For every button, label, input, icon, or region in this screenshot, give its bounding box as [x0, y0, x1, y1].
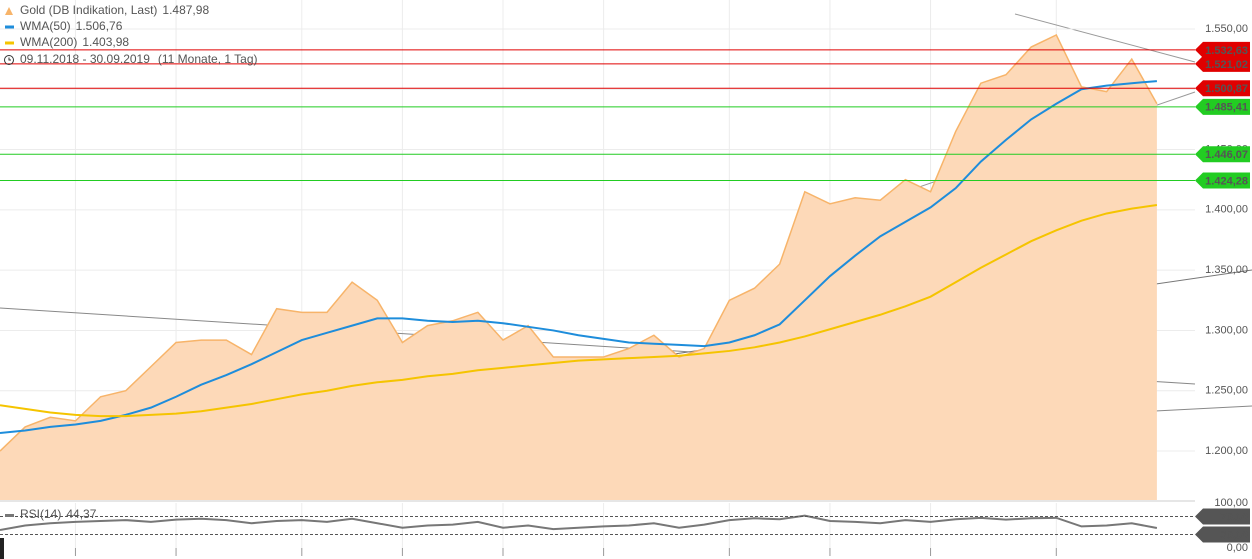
- level-label-box: [1195, 55, 1250, 72]
- legend-entry: RSI(14) 44,37: [20, 507, 97, 521]
- legend-value: 1.487,98: [162, 3, 209, 17]
- level-label-box: [1195, 98, 1250, 115]
- y-tick-label: 1.300,00: [1205, 324, 1248, 336]
- y-tick-label: 1.550,00: [1205, 23, 1248, 35]
- legend-name: WMA(50): [20, 19, 71, 33]
- y-tick-label: 1.250,00: [1205, 385, 1248, 397]
- period-note: (11 Monate, 1 Tag): [158, 52, 258, 66]
- level-label-box: [1195, 526, 1250, 543]
- trend-line: [1014, 13, 1196, 63]
- level-label: 1.446,07: [1205, 149, 1248, 161]
- legend-icon: [5, 41, 14, 45]
- legend-value: 44,37: [66, 507, 96, 521]
- series-line: [0, 204, 1158, 418]
- series-line: [0, 80, 1157, 434]
- y-tick-label: 1.350,00: [1205, 264, 1248, 276]
- level-label-box: [1195, 508, 1250, 525]
- level-label-box: [1195, 80, 1250, 97]
- price-area: [0, 34, 1157, 500]
- legend-icon: [5, 25, 14, 29]
- legend-name: RSI(14): [20, 507, 61, 521]
- period-range: 09.11.2018 - 30.09.2019: [20, 52, 150, 66]
- legend-name: WMA(200): [20, 35, 77, 49]
- legend-name: Gold (DB Indikation, Last): [20, 3, 157, 17]
- level-label: 30,00: [1220, 529, 1248, 541]
- y-tick-label: 1.200,00: [1205, 445, 1248, 457]
- level-label: 1.532,63: [1205, 45, 1248, 57]
- legend-icon: [5, 7, 13, 15]
- level-label-box: [1195, 41, 1250, 58]
- legend-value: 1.506,76: [76, 19, 123, 33]
- series-line: [0, 514, 1158, 531]
- scroll-marker: [0, 538, 4, 559]
- y-tick-label: 100,00: [1214, 497, 1248, 509]
- legend-entry: WMA(200) 1.403,98: [20, 35, 129, 49]
- level-label: 1.521,02: [1205, 59, 1248, 71]
- level-label-box: [1195, 172, 1250, 189]
- period: 09.11.2018 - 30.09.2019 (11 Monate, 1 Tag…: [20, 52, 258, 66]
- level-label: 1.424,28: [1205, 175, 1248, 187]
- y-tick-label: 0,00: [1227, 542, 1248, 554]
- clock-hand: [8, 57, 11, 61]
- price-line: [0, 33, 1158, 452]
- level-label: 70,00: [1220, 511, 1248, 523]
- y-tick-label: 1.400,00: [1205, 204, 1248, 216]
- legend-value: 1.403,98: [82, 35, 129, 49]
- level-label: 1.485,41: [1205, 102, 1248, 114]
- clock-icon: [4, 55, 14, 65]
- legend-entry: Gold (DB Indikation, Last) 1.487,98: [20, 3, 209, 17]
- level-label: 1.500,87: [1205, 83, 1248, 95]
- level-label-box: [1195, 146, 1250, 163]
- legend-icon: [5, 514, 14, 517]
- legend-entry: WMA(50) 1.506,76: [20, 19, 123, 33]
